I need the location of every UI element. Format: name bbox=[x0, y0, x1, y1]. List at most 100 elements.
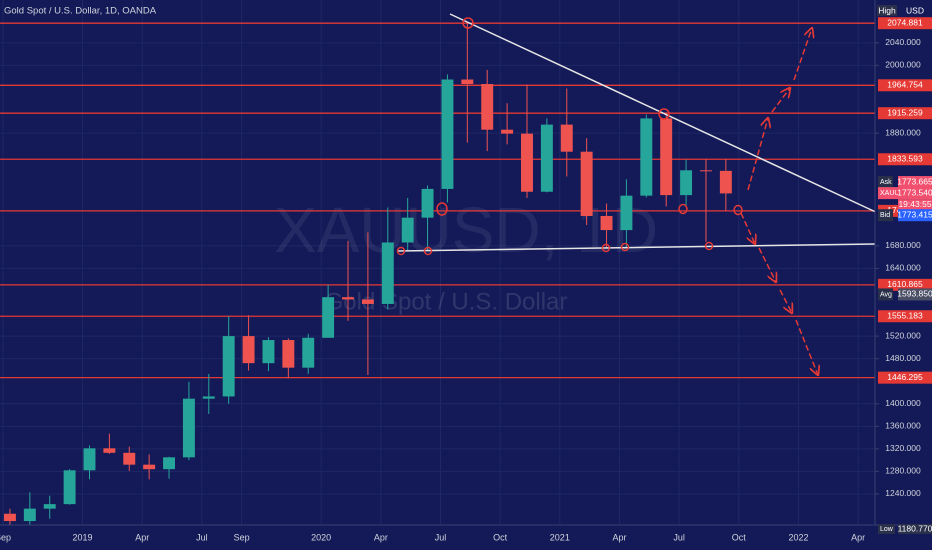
price-tag: XAUUSD bbox=[880, 190, 909, 197]
x-tick-label: Apr bbox=[374, 532, 388, 542]
price-label-box bbox=[898, 187, 932, 200]
price-tag-box bbox=[878, 176, 893, 189]
candle-body bbox=[660, 118, 673, 196]
y-tick-label: 1480.000 bbox=[885, 353, 921, 363]
candle-body bbox=[182, 398, 195, 458]
candle-body bbox=[421, 188, 434, 218]
currency: USD bbox=[906, 5, 924, 15]
candle-body bbox=[540, 124, 553, 192]
x-tick-label: Oct bbox=[493, 532, 508, 542]
y-tick-label: 1880.000 bbox=[885, 127, 921, 137]
price-label: 1773.540 bbox=[897, 187, 932, 197]
price-tag: Bid bbox=[880, 212, 890, 219]
x-tick-label: Jul bbox=[196, 532, 208, 542]
candle-body bbox=[302, 337, 315, 368]
price-label-box bbox=[898, 288, 932, 301]
candle-body bbox=[501, 129, 514, 134]
candle-body bbox=[282, 340, 295, 368]
level-label-box bbox=[878, 278, 932, 291]
candle-body bbox=[481, 84, 494, 130]
candle-body bbox=[381, 242, 394, 304]
y-tick-label: 1640.000 bbox=[885, 263, 921, 273]
candle-body bbox=[163, 457, 175, 470]
candle-body bbox=[600, 215, 613, 231]
y-tick-label: 1680.000 bbox=[885, 240, 921, 250]
candle-body bbox=[560, 124, 573, 152]
price-tag-box bbox=[878, 209, 893, 222]
level-label: 2074.881 bbox=[887, 17, 923, 27]
candle-body bbox=[242, 336, 255, 364]
y-tick-label: 1240.000 bbox=[885, 488, 921, 498]
candle-body bbox=[700, 170, 712, 172]
x-tick-label: Sep bbox=[234, 532, 250, 542]
price-label: 1773.665 bbox=[897, 176, 932, 186]
candle-body bbox=[719, 170, 732, 194]
y-tick-label: 1400.000 bbox=[885, 398, 921, 408]
time-axis bbox=[0, 525, 932, 550]
x-tick-label: 2019 bbox=[73, 532, 93, 542]
low-tag-box bbox=[878, 524, 895, 534]
drawings bbox=[396, 13, 881, 375]
trend-line bbox=[449, 13, 881, 215]
x-tick-label: Jul bbox=[435, 532, 447, 542]
x-tick-label: Jul bbox=[673, 532, 685, 542]
candle-body bbox=[680, 170, 693, 196]
watermark-sub: Gold Spot / U.S. Dollar bbox=[325, 288, 568, 315]
x-tick-label: Sep bbox=[0, 532, 11, 542]
low-tag: Low bbox=[880, 526, 894, 533]
level-label: 1446.295 bbox=[887, 372, 923, 382]
level-label: 1915.259 bbox=[887, 107, 923, 117]
price-label: 1593.850 bbox=[897, 289, 932, 299]
level-label-box bbox=[878, 79, 932, 92]
candle-body bbox=[521, 133, 533, 192]
price-tag: Avg bbox=[880, 291, 892, 298]
level-label-box bbox=[878, 107, 932, 120]
watermark: XAUUSD, 1D bbox=[274, 194, 658, 266]
countdown: 19:43:55 bbox=[898, 199, 931, 209]
candle-body bbox=[262, 340, 275, 364]
level-label-box bbox=[878, 371, 932, 384]
y-tick-label: 1360.000 bbox=[885, 421, 921, 431]
low-label-box bbox=[898, 524, 932, 534]
candle-body bbox=[43, 504, 56, 509]
candle-body bbox=[580, 151, 593, 216]
candle-body bbox=[640, 118, 653, 196]
price-tag-box bbox=[878, 187, 898, 200]
x-tick-label: 2022 bbox=[788, 532, 808, 542]
high-tag-box bbox=[877, 5, 897, 16]
price-axis bbox=[875, 0, 932, 550]
countdown-box bbox=[898, 199, 932, 211]
price-tag-box bbox=[878, 288, 893, 301]
y-tick-label: 1520.000 bbox=[885, 330, 921, 340]
x-tick-label: 2020 bbox=[311, 532, 331, 542]
candle-body bbox=[103, 448, 116, 453]
projection-arrows bbox=[740, 28, 818, 375]
y-tick-label: 1280.000 bbox=[885, 466, 921, 476]
high-tag: High bbox=[878, 5, 896, 15]
price-tag: Ask bbox=[880, 179, 892, 186]
candle-body bbox=[23, 508, 36, 522]
pivot-circles bbox=[396, 17, 743, 256]
x-tick-label: Oct bbox=[732, 532, 747, 542]
level-label: 1555.183 bbox=[887, 311, 923, 321]
candle-body bbox=[620, 195, 633, 231]
level-label-box bbox=[878, 17, 932, 30]
level-label-box bbox=[878, 153, 932, 166]
candle-body bbox=[322, 297, 335, 338]
candle-body bbox=[401, 217, 414, 243]
x-tick-label: 2021 bbox=[550, 532, 570, 542]
level-label: 1964.754 bbox=[887, 80, 923, 90]
candle-body bbox=[461, 79, 474, 85]
candle-body bbox=[441, 79, 454, 189]
level-label-box bbox=[878, 310, 932, 323]
level-label: 1833.593 bbox=[887, 154, 923, 164]
price-label-box bbox=[898, 176, 932, 189]
candle-body bbox=[123, 452, 136, 465]
trend-line bbox=[397, 243, 876, 252]
y-tick-label: 1320.000 bbox=[885, 443, 921, 453]
candle-body bbox=[361, 299, 374, 304]
price-label-box bbox=[898, 209, 932, 222]
low-label: 1180.770 bbox=[898, 523, 932, 533]
x-tick-label: Apr bbox=[135, 532, 149, 542]
